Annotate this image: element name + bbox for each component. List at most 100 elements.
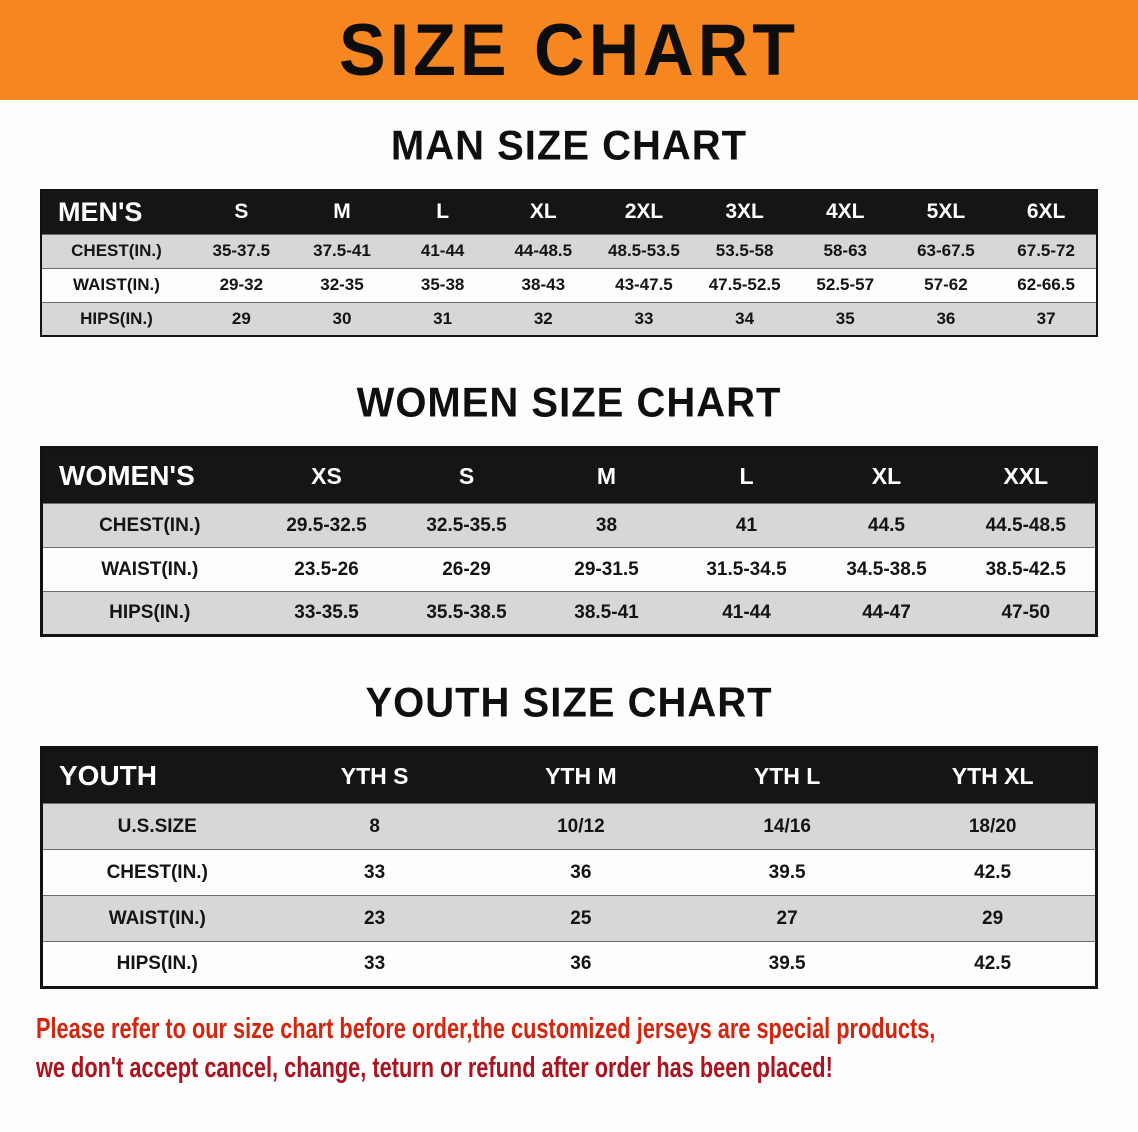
value-cell: 31 [433,308,453,328]
value-cell: 38-43 [521,275,566,294]
value-cell: 62-66.5 [1017,275,1075,294]
value-cell: 58-63 [823,241,867,260]
value-cell: 35-38 [420,275,465,294]
value-cell: 42.5 [974,861,1012,883]
table-title-cell: WOMEN'S [41,447,257,504]
value-cell: 47.5-52.5 [708,275,781,294]
row-label-cell: WAIST(IN.) [108,907,206,929]
value-cell: 36 [936,308,956,328]
value-cell: 29.5-32.5 [286,514,367,536]
women-size-chart-section: WOMEN SIZE CHART WOMEN'S XS S M L XL XXL CHEST(… [0,380,1138,637]
size-header-cell: YTH XL [890,747,1097,804]
size-header-cell: 5XL [895,190,997,234]
value-cell: 37 [1036,308,1056,328]
table-header-row: WOMEN'S XS S M L XL XXL [41,447,1097,504]
row-label-cell: HIPS(IN.) [109,602,191,623]
table-row: WAIST(IN.) 23.5-26 26-29 29-31.5 31.5-34.5 34… [41,547,1097,592]
men-section-heading: MAN SIZE CHART [390,122,748,170]
table-title-cell: YOUTH [41,747,272,804]
value-cell: 53.5-58 [715,241,774,260]
value-cell: 44-48.5 [514,241,573,260]
table-title-cell: MEN'S [41,190,191,234]
table-row: CHEST(IN.) 29.5-32.5 32.5-35.5 38 41 44.5 44.5… [41,503,1097,548]
size-header-cell: L [392,190,493,234]
value-cell: 44.5-48.5 [985,514,1066,536]
row-label-cell: HIPS(IN.) [116,953,198,974]
value-cell: 44.5 [868,514,905,536]
value-cell: 33 [364,861,386,883]
value-cell: 41-44 [420,241,465,260]
value-cell: 29 [982,907,1004,929]
size-header-cell: L [676,447,817,504]
youth-size-table: YOUTH YTH S YTH M YTH L YTH XL U.S.SIZE 8 10/12… [40,746,1098,989]
notice-line-2: we don't accept cancel, change, teturn o… [36,1052,833,1084]
value-cell: 39.5 [768,861,806,883]
value-cell: 41 [735,514,758,536]
table-header-row: YOUTH YTH S YTH M YTH L YTH XL [41,747,1097,804]
size-header-cell: 6XL [996,190,1097,234]
page-title: SIZE CHART [339,9,799,91]
value-cell: 36 [570,953,592,974]
table-row: CHEST(IN.) 35-37.5 37.5-41 41-44 44-48.5 48.5… [41,234,1097,268]
order-notice: Please refer to our size chart before or… [0,989,1138,1085]
value-cell: 67.5-72 [1017,241,1075,260]
size-header-cell: YTH M [477,747,684,804]
row-label-cell: CHEST(IN.) [71,241,162,260]
value-cell: 39.5 [768,953,806,974]
men-size-chart-section: MAN SIZE CHART MEN'S S M L XL 2XL 3XL 4XL 5XL 6XL… [0,122,1138,337]
size-header-cell: S [191,190,292,234]
size-header-cell: XL [816,447,957,504]
value-cell: 52.5-57 [816,275,875,294]
value-cell: 34.5-38.5 [846,558,927,580]
women-size-table: WOMEN'S XS S M L XL XXL CHEST(IN.) 29.5-32.5 32.5… [40,446,1098,637]
value-cell: 32-35 [320,275,364,294]
value-cell: 57-62 [924,275,968,294]
row-label-cell: HIPS(IN.) [80,308,153,328]
value-cell: 47-50 [1001,602,1051,623]
row-label-cell: CHEST(IN.) [99,514,201,536]
size-header-cell: 2XL [593,190,695,234]
value-cell: 8 [369,815,380,837]
value-cell: 32.5-35.5 [426,514,507,536]
value-cell: 32 [533,308,553,328]
row-label-cell: CHEST(IN.) [106,861,208,883]
row-label-cell: U.S.SIZE [117,815,197,837]
table-row: WAIST(IN.) 23 25 27 29 [41,895,1097,942]
value-cell: 29 [231,308,251,328]
value-cell: 41-44 [722,602,771,623]
value-cell: 43-47.5 [615,275,673,294]
value-cell: 10/12 [557,815,605,837]
value-cell: 29-31.5 [574,558,639,580]
value-cell: 31.5-34.5 [706,558,787,580]
value-cell: 27 [776,907,798,929]
value-cell: 33 [364,953,386,974]
value-cell: 38.5-41 [574,602,639,623]
row-label-cell: WAIST(IN.) [101,558,199,580]
table-row: WAIST(IN.) 29-32 32-35 35-38 38-43 43-47.5 47.… [41,268,1097,302]
value-cell: 18/20 [968,815,1017,837]
size-header-cell: YTH S [271,747,478,804]
value-cell: 30 [332,308,352,328]
value-cell: 29-32 [219,275,264,294]
value-cell: 33 [634,308,654,328]
value-cell: 35 [835,308,855,328]
youth-size-chart-section: YOUTH SIZE CHART YOUTH YTH S YTH M YTH L YTH… [0,679,1138,989]
size-header-cell: S [396,447,537,504]
value-cell: 14/16 [763,815,811,837]
size-header-cell: 4XL [794,190,896,234]
value-cell: 36 [570,861,592,883]
value-cell: 48.5-53.5 [608,241,680,260]
value-cell: 38 [595,514,618,536]
value-cell: 35.5-38.5 [426,602,507,623]
row-label-cell: WAIST(IN.) [73,275,160,294]
size-header-cell: XS [256,447,397,504]
table-row: CHEST(IN.) 33 36 39.5 42.5 [41,849,1097,896]
size-header-cell: 3XL [694,190,795,234]
value-cell: 25 [570,907,592,929]
table-row: U.S.SIZE 8 10/12 14/16 18/20 [41,803,1097,850]
banner: SIZE CHART [0,0,1138,100]
youth-section-heading: YOUTH SIZE CHART [365,679,773,727]
size-header-cell: M [536,447,677,504]
value-cell: 26-29 [442,558,491,580]
